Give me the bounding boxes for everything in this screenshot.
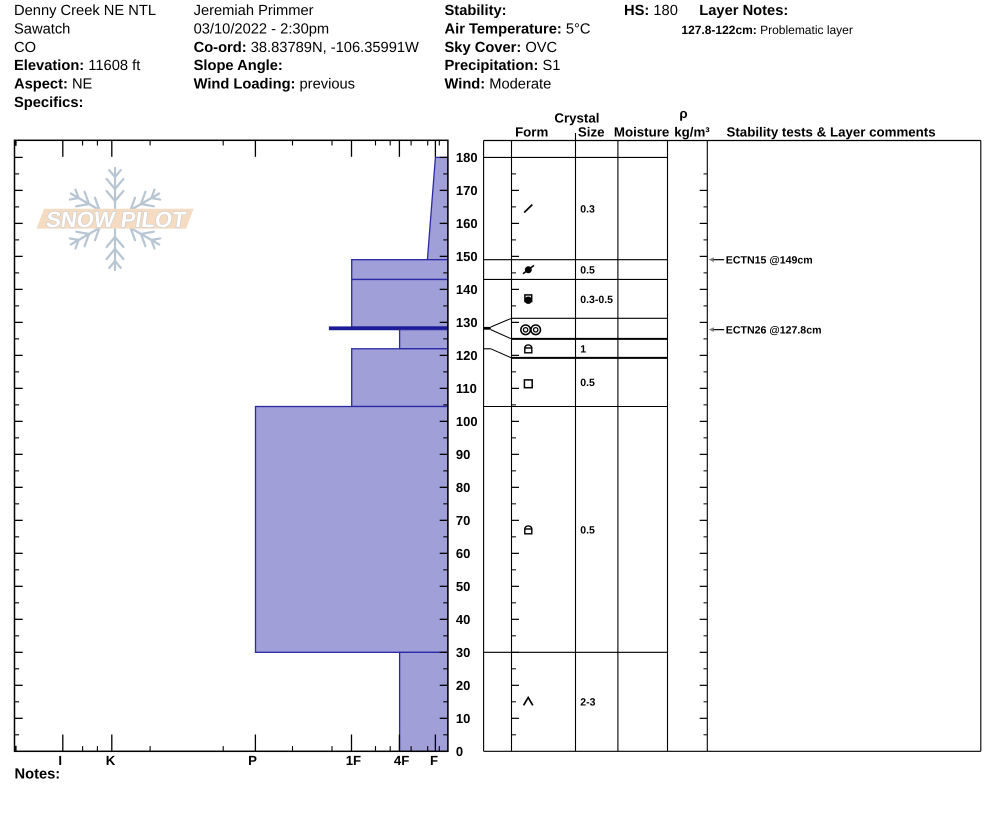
svg-text:Denny Creek NE NTL: Denny Creek NE NTL: [14, 3, 156, 19]
svg-text:Sky Cover: OVC: Sky Cover: OVC: [445, 40, 558, 56]
svg-text:Precipitation: S1: Precipitation: S1: [445, 58, 561, 74]
svg-text:160: 160: [456, 216, 478, 231]
svg-text:Aspect: NE: Aspect: NE: [14, 77, 93, 93]
svg-text:4F: 4F: [394, 753, 409, 768]
svg-text:Layer Notes:: Layer Notes:: [699, 3, 788, 19]
svg-text:0.3-0.5: 0.3-0.5: [580, 294, 613, 306]
svg-text:70: 70: [456, 513, 470, 528]
svg-text:Form: Form: [515, 125, 548, 140]
svg-text:60: 60: [456, 546, 470, 561]
svg-text:Size: Size: [578, 125, 605, 140]
svg-text:0.3: 0.3: [580, 203, 595, 215]
svg-text:30: 30: [456, 645, 470, 660]
svg-text:Sawatch: Sawatch: [14, 22, 70, 38]
svg-text:K: K: [106, 753, 116, 768]
svg-text:Slope Angle:: Slope Angle:: [194, 58, 283, 74]
svg-text:ECTN15 @149cm: ECTN15 @149cm: [726, 255, 813, 267]
svg-text:F: F: [430, 753, 438, 768]
svg-text:0: 0: [456, 744, 463, 759]
svg-text:120: 120: [456, 348, 478, 363]
svg-text:Co-ord: 38.83789N, -106.35991W: Co-ord: 38.83789N, -106.35991W: [194, 40, 419, 56]
svg-text:SNOW PILOT: SNOW PILOT: [45, 207, 188, 232]
svg-text:20: 20: [456, 678, 470, 693]
svg-text:110: 110: [456, 381, 477, 396]
svg-text:kg/m³: kg/m³: [674, 125, 710, 140]
svg-text:1: 1: [580, 343, 586, 355]
svg-text:100: 100: [456, 414, 478, 429]
svg-text:Moisture: Moisture: [614, 125, 669, 140]
svg-text:170: 170: [456, 183, 478, 198]
svg-text:90: 90: [456, 447, 470, 462]
svg-text:ρ: ρ: [679, 106, 687, 121]
svg-text:Notes:: Notes:: [15, 767, 61, 783]
svg-text:0.5: 0.5: [580, 377, 595, 389]
svg-text:Stability:: Stability:: [445, 3, 507, 19]
svg-text:80: 80: [456, 480, 470, 495]
svg-text:1F: 1F: [346, 753, 361, 768]
svg-text:140: 140: [456, 282, 478, 297]
svg-text:2-3: 2-3: [580, 697, 595, 709]
svg-text:03/10/2022 - 2:30pm: 03/10/2022 - 2:30pm: [194, 22, 330, 38]
svg-text:10: 10: [456, 711, 470, 726]
svg-text:180: 180: [456, 150, 478, 165]
svg-text:Wind: Moderate: Wind: Moderate: [445, 77, 552, 93]
svg-text:50: 50: [456, 579, 470, 594]
svg-text:Air Temperature: 5°C: Air Temperature: 5°C: [445, 22, 591, 38]
svg-text:Specifics:: Specifics:: [14, 95, 83, 111]
svg-text:I: I: [58, 753, 62, 768]
svg-text:Stability tests & Layer commen: Stability tests & Layer comments: [727, 125, 936, 140]
svg-text:ECTN26 @127.8cm: ECTN26 @127.8cm: [726, 325, 822, 337]
svg-text:0.5: 0.5: [580, 524, 595, 536]
svg-text:0.5: 0.5: [580, 265, 595, 277]
svg-text:40: 40: [456, 612, 470, 627]
svg-text:130: 130: [456, 315, 478, 330]
svg-text:150: 150: [456, 249, 478, 264]
svg-text:P: P: [248, 753, 257, 768]
svg-text:Elevation: 11608 ft: Elevation: 11608 ft: [14, 58, 140, 74]
svg-text:HS: 180: HS: 180: [624, 3, 678, 19]
svg-text:Jeremiah Primmer: Jeremiah Primmer: [194, 3, 314, 19]
svg-text:CO: CO: [14, 40, 36, 56]
svg-text:Wind Loading: previous: Wind Loading: previous: [194, 77, 355, 93]
svg-text:127.8-122cm: Problematic layer: 127.8-122cm: Problematic layer: [681, 23, 852, 37]
svg-text:Crystal: Crystal: [554, 110, 599, 125]
